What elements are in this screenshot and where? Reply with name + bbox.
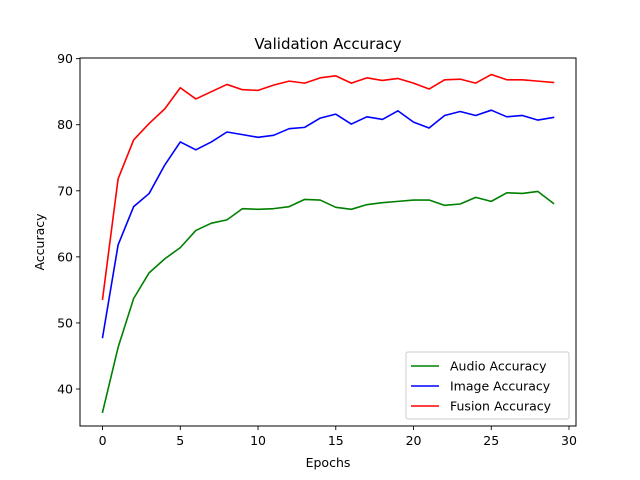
- x-tick-label: 15: [328, 433, 344, 448]
- legend: Audio Accuracy Image Accuracy Fusion Acc…: [405, 351, 570, 420]
- legend-box: [405, 351, 570, 420]
- y-tick-label: 40: [57, 382, 73, 397]
- x-tick-label: 5: [176, 433, 184, 448]
- y-tick-label: 50: [57, 315, 73, 330]
- series-line-image: [101, 109, 555, 339]
- axes-frame: [79, 57, 577, 427]
- x-tick-label: 30: [561, 433, 577, 448]
- series-line-fusion: [101, 73, 555, 301]
- series-line-audio: [101, 190, 555, 414]
- y-tick-label: 60: [57, 249, 73, 264]
- x-tick-label: 0: [99, 433, 107, 448]
- x-tick-label: 25: [483, 433, 499, 448]
- x-tick-label: 20: [406, 433, 422, 448]
- y-tick-label: 70: [57, 183, 73, 198]
- legend-label-image: Image Accuracy: [450, 379, 551, 394]
- y-axis-ticks: 40 50 60 70 80 90: [57, 51, 80, 397]
- x-axis-label: Epochs: [306, 455, 351, 470]
- y-axis-label: Accuracy: [32, 213, 47, 271]
- legend-label-fusion: Fusion Accuracy: [450, 399, 552, 414]
- y-tick-label: 80: [57, 117, 73, 132]
- legend-label-audio: Audio Accuracy: [450, 359, 547, 374]
- x-axis-ticks: 0 5 10 15 20 25 30: [99, 426, 577, 448]
- plot-area: [101, 73, 555, 414]
- x-tick-label: 10: [250, 433, 266, 448]
- y-tick-label: 90: [57, 51, 73, 66]
- chart-title: Validation Accuracy: [254, 35, 401, 53]
